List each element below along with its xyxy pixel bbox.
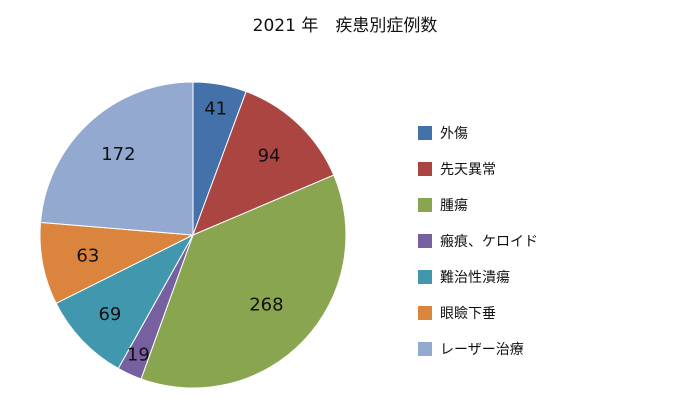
legend-swatch: [418, 306, 432, 320]
legend-label: 先天異常: [440, 162, 496, 178]
slice-value-label: 41: [204, 98, 227, 119]
slice-value-label: 268: [249, 294, 283, 315]
legend-swatch: [418, 198, 432, 212]
legend-swatch: [418, 270, 432, 284]
pie-slices: [39, 81, 347, 389]
legend-label: 瘢痕、ケロイド: [440, 233, 538, 250]
legend-swatch: [418, 126, 432, 140]
pie-slice: [55, 233, 195, 370]
pie-slice: [39, 221, 195, 305]
pie-slice-labels: 41 94 268 19 69 63 172: [76, 98, 283, 365]
legend-label: 外傷: [440, 126, 468, 142]
legend-swatch: [418, 162, 432, 176]
legend-swatch: [418, 234, 432, 248]
slice-value-label: 63: [76, 245, 99, 266]
legend-swatch: [418, 342, 432, 356]
slice-value-label: 69: [98, 304, 121, 325]
slice-value-label: 94: [258, 145, 281, 166]
legend-label: 腫瘍: [440, 197, 468, 214]
pie-slice: [39, 81, 194, 236]
legend-label: 眼瞼下垂: [440, 306, 496, 322]
chart-title: 2021 年 疾患別症例数: [253, 16, 438, 36]
pie-slice: [192, 90, 335, 236]
pie-slice: [140, 174, 347, 389]
legend-label: 難治性潰瘍: [440, 269, 510, 286]
slice-value-label: 19: [127, 345, 150, 366]
legend-label: レーザー治療: [440, 341, 524, 358]
slice-value-label: 172: [101, 144, 135, 165]
